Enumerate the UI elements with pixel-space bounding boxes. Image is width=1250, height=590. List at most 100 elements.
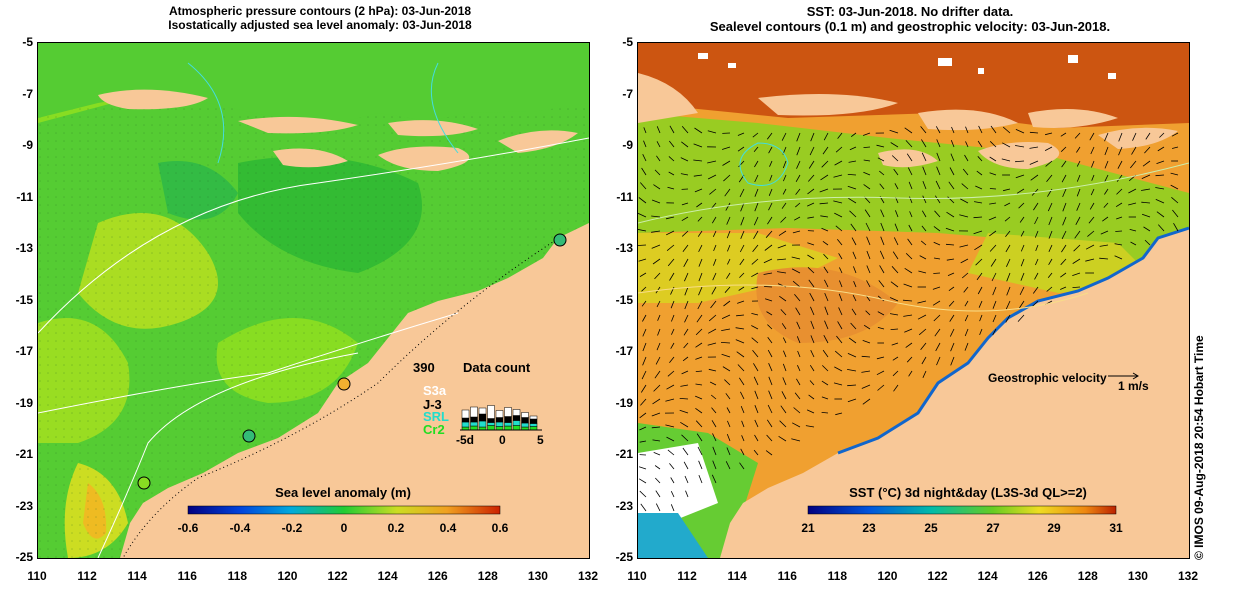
- velocity-arrow: [864, 196, 871, 204]
- velocity-arrow: [821, 227, 829, 232]
- velocity-arrow: [933, 226, 941, 232]
- data-count-bar: [495, 410, 504, 418]
- velocity-arrow: [965, 126, 969, 134]
- velocity-arrow: [1142, 160, 1151, 167]
- velocity-arrow: [1132, 132, 1137, 141]
- velocity-arrow: [891, 155, 899, 162]
- velocity-arrow: [753, 146, 759, 152]
- data-count-title: Data count: [463, 360, 531, 375]
- velocity-arrow: [725, 202, 731, 211]
- velocity-arrow: [834, 160, 843, 166]
- velocity-arrow: [684, 475, 689, 484]
- velocity-arrow: [685, 490, 689, 498]
- velocity-arrow: [712, 433, 717, 442]
- velocity-arrow: [892, 251, 899, 260]
- velocity-arrow: [693, 159, 703, 162]
- velocity-arrow: [1089, 132, 1095, 141]
- velocity-arrow: [1104, 188, 1109, 195]
- velocity-arrow: [651, 215, 661, 218]
- velocity-arrow: [948, 286, 955, 292]
- velocity-arrow: [652, 398, 661, 405]
- velocity-arrow: [989, 172, 997, 176]
- x-tick-label: 118: [827, 569, 848, 583]
- velocity-arrow: [796, 160, 801, 169]
- velocity-arrow: [753, 376, 759, 386]
- velocity-arrow: [697, 300, 703, 310]
- velocity-arrow: [934, 210, 941, 218]
- velocity-arrow: [947, 272, 955, 276]
- velocity-arrow: [695, 407, 703, 414]
- velocity-arrow: [989, 244, 997, 252]
- velocity-arrow: [713, 258, 717, 266]
- velocity-arrow: [894, 183, 899, 190]
- velocity-arrow: [769, 160, 773, 167]
- velocity-arrow: [876, 370, 885, 376]
- velocity-arrow: [1155, 199, 1165, 204]
- x-tick-label: 130: [527, 569, 548, 583]
- velocity-arrow: [712, 272, 717, 281]
- sla-colorbar-tick: 0.2: [387, 521, 405, 535]
- velocity-arrow: [652, 439, 661, 442]
- y-tick-label: -9: [622, 138, 633, 152]
- velocity-arrow: [960, 258, 969, 264]
- velocity-arrow: [666, 244, 675, 252]
- velocity-arrow: [1005, 230, 1011, 237]
- velocity-arrow: [1116, 188, 1123, 195]
- velocity-arrow: [754, 174, 759, 183]
- velocity-arrow: [836, 238, 843, 246]
- velocity-arrow: [684, 314, 689, 323]
- velocity-arrow: [753, 216, 759, 226]
- velocity-arrow: [880, 236, 885, 246]
- velocity-arrow: [833, 174, 843, 178]
- velocity-arrow: [1117, 160, 1123, 169]
- velocity-arrow: [1015, 174, 1025, 179]
- velocity-arrow: [950, 342, 955, 352]
- velocity-arrow: [822, 146, 829, 155]
- velocity-arrow: [1157, 146, 1165, 152]
- velocity-arrow: [1129, 160, 1137, 169]
- velocity-arrow: [711, 286, 717, 295]
- velocity-arrow: [964, 154, 969, 162]
- velocity-arrow: [807, 188, 815, 195]
- velocity-arrow: [680, 384, 689, 387]
- velocity-arrow: [1044, 146, 1053, 151]
- x-tick-label: 116: [177, 569, 197, 583]
- velocity-arrow: [932, 300, 941, 306]
- velocity-arrow: [679, 409, 689, 414]
- velocity-arrow: [769, 174, 773, 182]
- velocity-arrow: [1091, 160, 1095, 168]
- velocity-arrow: [651, 230, 661, 233]
- x-tick-label: 114: [127, 569, 147, 583]
- velocity-arrow: [1002, 142, 1011, 148]
- velocity-arrow: [668, 140, 675, 148]
- velocity-arrow: [936, 139, 941, 148]
- velocity-arrow: [726, 433, 731, 442]
- velocity-arrow: [783, 350, 787, 358]
- data-count-bar: [487, 425, 495, 431]
- velocity-arrow: [908, 370, 913, 377]
- y-tick-label: -25: [15, 550, 33, 564]
- velocity-arrow: [880, 209, 885, 218]
- velocity-arrow: [1074, 132, 1081, 139]
- velocity-arrow: [921, 139, 927, 148]
- velocity-arrow: [767, 349, 773, 358]
- velocity-arrow: [1100, 230, 1109, 235]
- velocity-arrow: [638, 229, 647, 232]
- data-count-bar: [470, 406, 478, 418]
- velocity-arrow: [949, 328, 955, 337]
- velocity-arrow: [1130, 241, 1137, 246]
- velocity-arrow: [740, 448, 745, 456]
- y-tick-label: -17: [15, 344, 33, 358]
- velocity-arrow: [819, 202, 829, 205]
- velocity-arrow: [652, 258, 661, 265]
- y-tick-label: -7: [622, 86, 633, 101]
- velocity-arrow: [835, 225, 843, 232]
- velocity-arrow: [1116, 216, 1123, 220]
- data-count-bar: [529, 415, 538, 420]
- velocity-arrow: [822, 240, 829, 246]
- velocity-arrow: [810, 320, 815, 330]
- velocity-arrow: [960, 198, 969, 204]
- velocity-arrow: [681, 230, 689, 237]
- sla-colorbar-tick: 0.6: [491, 521, 509, 535]
- velocity-arrow: [1171, 132, 1179, 137]
